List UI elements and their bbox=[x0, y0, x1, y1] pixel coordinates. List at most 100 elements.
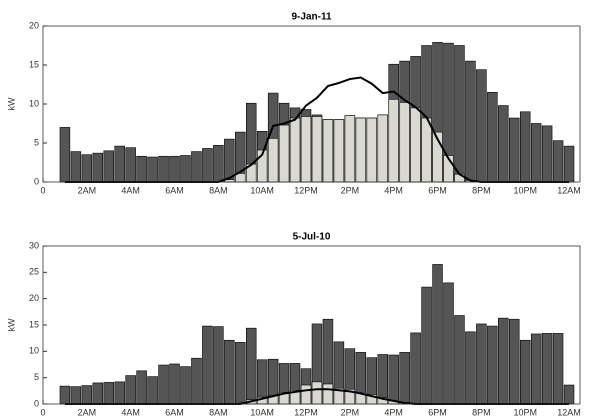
bar bbox=[399, 102, 410, 183]
bar bbox=[432, 264, 443, 405]
bar bbox=[530, 123, 542, 183]
bar bbox=[454, 45, 465, 183]
y-axis-label: kW bbox=[6, 318, 16, 332]
x-tick-label: 4PM bbox=[384, 185, 403, 195]
bar bbox=[213, 145, 224, 183]
x-tick-label: 12PM bbox=[294, 185, 318, 195]
bar bbox=[224, 339, 235, 405]
y-tick-label: 15 bbox=[29, 319, 39, 329]
y-tick-label: 30 bbox=[29, 240, 39, 250]
bar bbox=[103, 382, 114, 405]
x-tick-label: 6AM bbox=[165, 407, 184, 417]
x-tick-label: 4PM bbox=[384, 407, 403, 417]
bar bbox=[70, 151, 82, 183]
bar bbox=[125, 147, 136, 183]
bar bbox=[552, 140, 564, 183]
bar bbox=[563, 145, 575, 183]
bar bbox=[70, 386, 82, 405]
bar bbox=[180, 155, 191, 183]
chart-title: 5-Jul-10 bbox=[293, 232, 331, 243]
x-tick-label: 10PM bbox=[513, 185, 537, 195]
bar bbox=[114, 145, 125, 183]
y-tick-label: 5 bbox=[34, 372, 39, 382]
y-tick-label: 0 bbox=[34, 176, 39, 186]
x-tick-label: 12AM bbox=[557, 407, 581, 417]
bar bbox=[322, 383, 334, 405]
chart-title: 9-Jan-11 bbox=[291, 12, 331, 23]
bar bbox=[300, 384, 312, 405]
bar bbox=[443, 282, 454, 405]
bar bbox=[377, 114, 388, 183]
bar bbox=[191, 151, 202, 183]
y-tick-label: 20 bbox=[29, 293, 39, 303]
bar bbox=[136, 370, 147, 405]
bar bbox=[202, 148, 213, 183]
bar bbox=[59, 385, 71, 405]
bar bbox=[487, 325, 498, 405]
bar bbox=[530, 333, 542, 405]
bar bbox=[519, 111, 531, 183]
x-tick-label: 2PM bbox=[341, 407, 360, 417]
y-tick-label: 5 bbox=[34, 137, 39, 147]
x-tick-label: 12AM bbox=[557, 185, 581, 195]
bar bbox=[289, 117, 301, 183]
x-tick-label: 10AM bbox=[250, 185, 274, 195]
bar bbox=[125, 375, 136, 405]
bar bbox=[322, 119, 334, 183]
bar bbox=[388, 99, 399, 183]
bar bbox=[366, 117, 378, 183]
x-tick-label: 8PM bbox=[472, 185, 491, 195]
y-tick-label: 10 bbox=[29, 98, 39, 108]
bar bbox=[476, 69, 487, 183]
y-tick-label: 25 bbox=[29, 267, 39, 277]
x-tick-label: 8PM bbox=[472, 407, 491, 417]
bar bbox=[344, 115, 356, 183]
bar bbox=[509, 318, 520, 405]
x-tick-label: 4AM bbox=[121, 407, 140, 417]
x-tick-label: 8AM bbox=[209, 185, 228, 195]
bar bbox=[169, 155, 180, 183]
bar bbox=[541, 333, 553, 405]
bar bbox=[563, 384, 575, 405]
bar bbox=[465, 60, 476, 183]
bar bbox=[509, 117, 520, 183]
bar bbox=[103, 150, 114, 183]
x-tick-label: 6PM bbox=[428, 407, 447, 417]
bar bbox=[421, 117, 432, 183]
bar bbox=[498, 105, 509, 183]
bar bbox=[158, 155, 169, 183]
x-tick-label: 8AM bbox=[209, 407, 228, 417]
bar bbox=[300, 116, 312, 183]
y-tick-label: 10 bbox=[29, 346, 39, 356]
bar bbox=[476, 323, 487, 405]
bar bbox=[465, 331, 476, 405]
bar bbox=[235, 342, 246, 405]
y-tick-label: 0 bbox=[34, 398, 39, 408]
y-axis-label: kW bbox=[6, 97, 16, 111]
x-tick-label: 10PM bbox=[513, 407, 537, 417]
bar bbox=[92, 382, 104, 405]
plot-frame bbox=[42, 25, 581, 183]
x-tick-label: 0 bbox=[40, 407, 45, 417]
bar bbox=[81, 385, 93, 405]
x-tick-label: 10AM bbox=[250, 407, 274, 417]
bar bbox=[245, 327, 257, 405]
y-tick-label: 15 bbox=[29, 59, 39, 69]
bar bbox=[59, 127, 71, 183]
bar bbox=[169, 363, 180, 405]
bar bbox=[180, 366, 191, 405]
bar bbox=[81, 154, 93, 183]
bar bbox=[202, 325, 213, 405]
bar bbox=[333, 119, 345, 183]
bar bbox=[519, 339, 531, 405]
bar bbox=[498, 317, 509, 405]
x-tick-label: 2PM bbox=[341, 185, 360, 195]
bar bbox=[92, 152, 104, 183]
plot-frame bbox=[42, 245, 581, 405]
x-tick-label: 4AM bbox=[121, 185, 140, 195]
y-tick-label: 20 bbox=[29, 20, 39, 30]
bar bbox=[541, 125, 553, 183]
x-tick-label: 6AM bbox=[165, 185, 184, 195]
bar bbox=[136, 155, 147, 183]
